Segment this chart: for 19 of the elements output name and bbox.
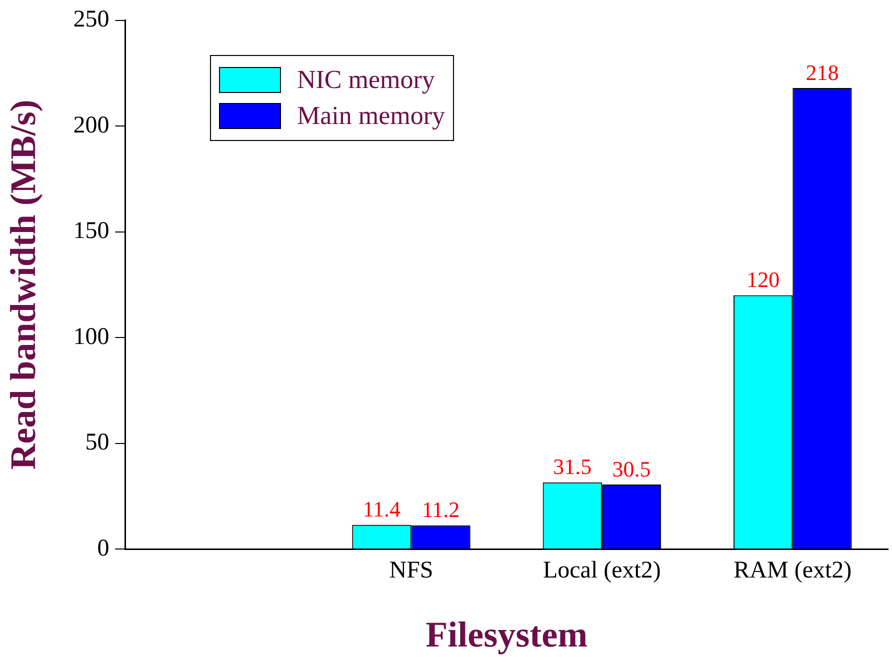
y-tick-label: 0 <box>97 535 110 562</box>
x-tick-label: Local (ext2) <box>542 558 661 584</box>
data-label: 11.2 <box>422 497 460 522</box>
data-label: 120 <box>746 267 780 292</box>
y-tick-label: 50 <box>85 430 110 456</box>
data-label: 218 <box>806 60 839 85</box>
y-axis-title: Read bandwidth (MB/s) <box>2 100 43 470</box>
x-tick-label: NFS <box>389 558 434 584</box>
y-tick-label: 100 <box>73 324 110 350</box>
legend-label: Main memory <box>297 101 446 131</box>
x-axis-title: Filesystem <box>426 614 588 655</box>
legend-label: NIC memory <box>297 65 435 95</box>
x-tick-label: RAM (ext2) <box>734 558 852 584</box>
data-label: 11.4 <box>362 496 401 522</box>
y-tick-label: 150 <box>73 218 110 244</box>
data-label: 30.5 <box>612 456 651 482</box>
y-tick-label: 200 <box>73 112 110 138</box>
y-tick-label: 250 <box>73 6 110 33</box>
data-label: 31.5 <box>553 454 592 480</box>
